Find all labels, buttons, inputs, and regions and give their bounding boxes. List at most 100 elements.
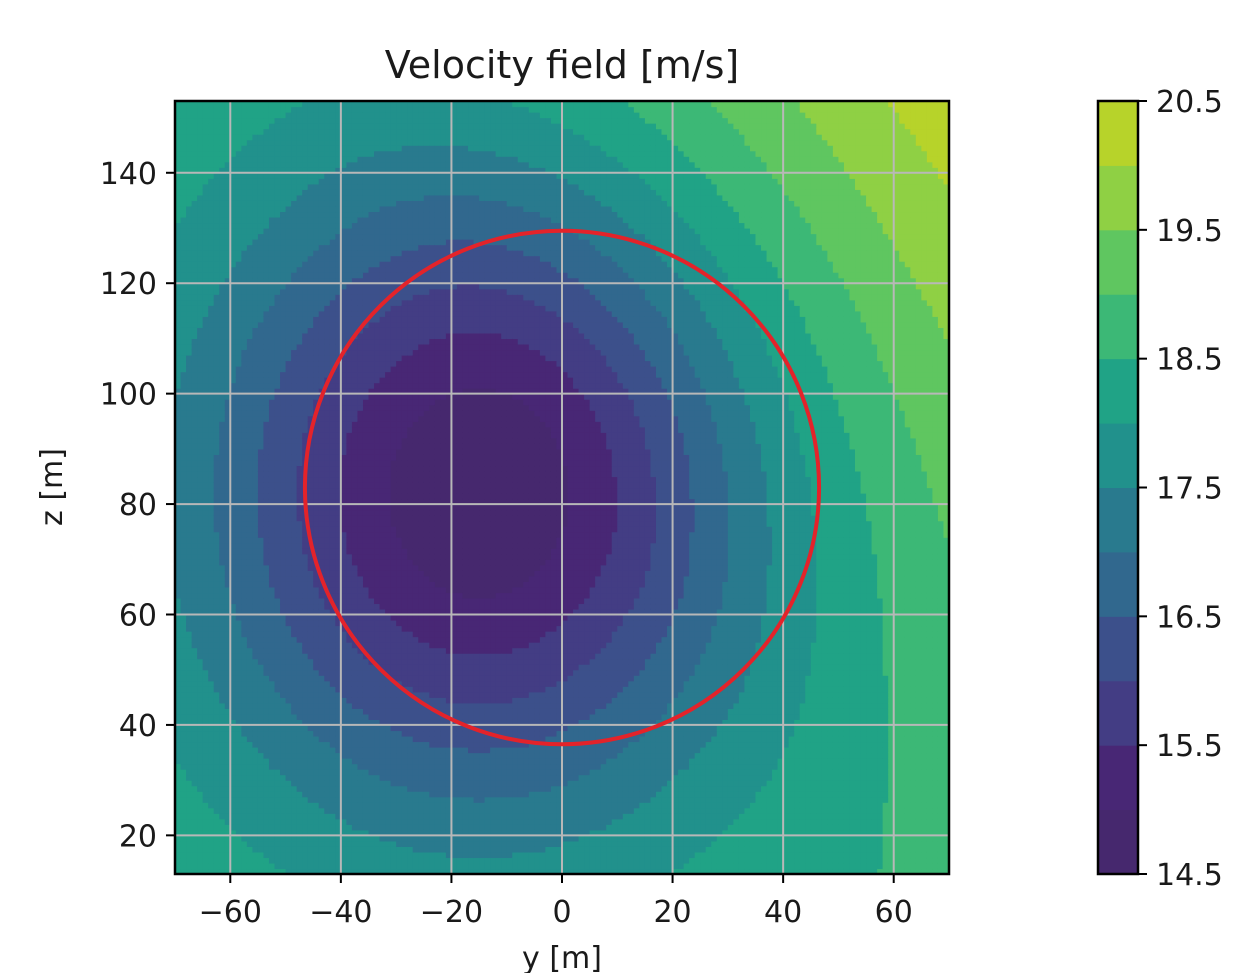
contour-cell <box>307 327 314 334</box>
contour-cell <box>202 631 209 638</box>
contour-cell <box>180 266 187 273</box>
contour-cell <box>274 327 281 334</box>
contour-cell <box>224 620 231 627</box>
contour-cell <box>241 813 248 820</box>
contour-cell <box>346 310 353 317</box>
contour-cell <box>362 156 370 163</box>
contour-cell <box>197 360 204 367</box>
contour-cell <box>368 548 375 555</box>
contour-cell <box>213 338 220 345</box>
contour-cell <box>296 824 303 831</box>
contour-cell <box>235 818 242 825</box>
contour-cell <box>302 101 309 108</box>
contour-cell <box>351 542 359 549</box>
contour-cell <box>208 724 215 732</box>
contour-cell <box>263 741 270 748</box>
contour-cell <box>346 388 353 395</box>
contour-cell <box>246 360 253 367</box>
contour-cell <box>296 178 303 185</box>
contour-cell <box>175 807 182 814</box>
contour-cell <box>291 382 298 389</box>
contour-cell <box>186 537 193 544</box>
contour-cell <box>246 128 253 135</box>
contour-cell <box>340 189 347 196</box>
contour-cell <box>208 404 215 411</box>
contour-cell <box>246 227 253 235</box>
contour-cell <box>219 377 226 384</box>
contour-cell <box>175 465 182 472</box>
contour-cell <box>302 636 309 643</box>
contour-cell <box>230 620 237 627</box>
contour-cell <box>197 377 204 384</box>
contour-cell <box>362 581 370 588</box>
contour-cell <box>230 421 237 428</box>
contour-cell <box>257 371 265 378</box>
contour-cell <box>335 774 342 781</box>
contour-cell <box>280 366 287 373</box>
contour-cell <box>202 669 209 676</box>
contour-cell <box>357 664 364 671</box>
contour-cell <box>202 548 209 555</box>
contour-cell <box>235 835 242 842</box>
contour-cell <box>202 134 209 141</box>
contour-cell <box>291 653 298 660</box>
contour-cell <box>224 763 231 770</box>
contour-cell <box>230 846 237 853</box>
contour-cell <box>191 183 198 190</box>
contour-cell <box>274 829 281 836</box>
contour-cell <box>340 194 347 201</box>
contour-cell <box>235 211 242 218</box>
contour-cell <box>280 785 287 792</box>
contour-cell <box>340 851 347 859</box>
contour-cell <box>280 680 287 687</box>
contour-cell <box>280 211 287 218</box>
contour-cell <box>257 167 265 174</box>
contour-cell <box>252 321 259 328</box>
contour-cell <box>197 388 204 395</box>
contour-cell <box>224 824 231 831</box>
contour-cell <box>329 277 336 284</box>
contour-cell <box>357 840 364 847</box>
contour-cell <box>246 299 253 306</box>
contour-cell <box>235 675 242 682</box>
contour-cell <box>335 255 342 262</box>
contour-cell <box>313 366 320 373</box>
contour-cell <box>318 658 325 665</box>
contour-cell <box>252 128 259 135</box>
contour-cell <box>313 658 320 665</box>
contour-cell <box>202 255 209 262</box>
contour-cell <box>180 316 187 323</box>
contour-cell <box>257 377 265 384</box>
contour-cell <box>213 382 220 389</box>
contour-cell <box>191 266 198 273</box>
contour-cell <box>208 702 215 709</box>
contour-cell <box>346 239 353 246</box>
contour-cell <box>340 553 347 560</box>
contour-cell <box>340 680 347 687</box>
contour-cell <box>335 222 342 229</box>
contour-cell <box>324 846 331 853</box>
contour-cell <box>329 504 336 511</box>
contour-cell <box>235 470 242 478</box>
contour-cell <box>230 509 237 516</box>
contour-cell <box>257 360 265 367</box>
contour-cell <box>202 139 209 146</box>
contour-cell <box>346 465 353 472</box>
contour-cell <box>246 178 253 185</box>
contour-cell <box>313 791 320 798</box>
contour-cell <box>219 708 226 715</box>
contour-cell <box>263 244 270 251</box>
contour-cell <box>324 106 331 113</box>
contour-cell <box>263 796 270 803</box>
contour-cell <box>230 371 237 378</box>
contour-cell <box>257 824 265 831</box>
contour-cell <box>191 459 198 467</box>
contour-cell <box>219 404 226 411</box>
contour-cell <box>329 631 336 638</box>
contour-cell <box>213 724 220 732</box>
contour-cell <box>180 354 187 362</box>
contour-cell <box>268 542 276 549</box>
contour-cell <box>191 305 198 312</box>
contour-cell <box>213 150 220 157</box>
contour-cell <box>252 261 259 268</box>
